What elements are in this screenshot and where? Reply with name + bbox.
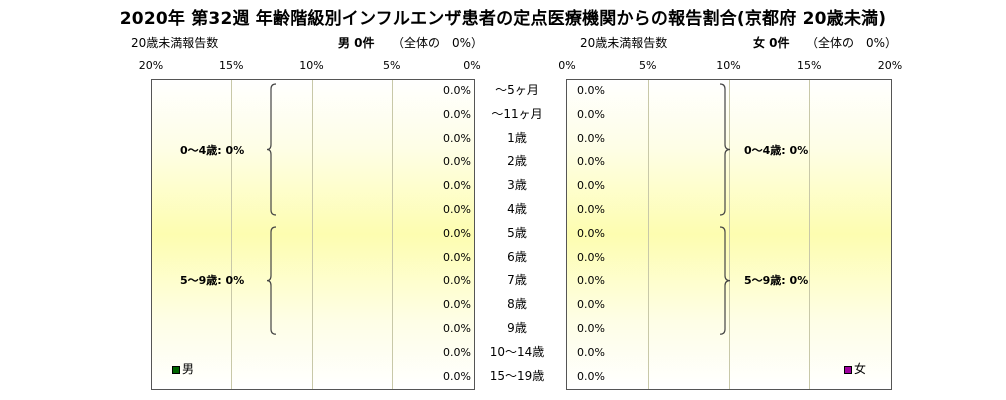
male-gridline	[311, 80, 313, 389]
female-plot-area: 0.0% 0.0% 0.0% 0.0% 0.0% 0.0% 0.0% 0.0% 0.0% 0.0%…	[566, 79, 892, 390]
female-value-label: 0.0%	[577, 226, 605, 240]
male-value-label: 0.0%	[443, 250, 471, 264]
female-value-label: 0.0%	[577, 250, 605, 264]
age-category-label: 9歳	[507, 321, 527, 335]
age-category-label: 1歳	[507, 130, 527, 145]
female-value-label: 0.0%	[577, 179, 605, 193]
male-value-label: 0.0%	[443, 322, 471, 335]
age-category-label: 15～19歳	[489, 368, 545, 383]
age-category-label: 2歳	[507, 154, 527, 169]
male-header-main: 男 0件	[338, 36, 375, 50]
female-tick-label: 15%	[797, 59, 822, 72]
female-group-brace	[719, 226, 731, 335]
female-gridline	[728, 80, 730, 389]
male-legend: 男	[172, 360, 194, 377]
age-category-label: 3歳	[507, 178, 527, 193]
male-header-left: 20歳未満報告数	[131, 36, 219, 50]
female-value-label: 0.0%	[577, 345, 605, 359]
male-group-label: 5～9歳: 0%	[180, 274, 245, 288]
male-group-brace	[266, 226, 277, 335]
female-header-sub: （全体の 0%）	[806, 36, 898, 50]
female-group-label: 0～4歳: 0%	[744, 143, 809, 157]
female-group-brace	[719, 83, 731, 216]
male-value-label: 0.0%	[443, 131, 471, 145]
female-legend: 女	[844, 360, 866, 377]
female-value-label: 0.0%	[577, 369, 605, 383]
female-value-label: 0.0%	[577, 155, 605, 169]
male-value-label: 0.0%	[443, 107, 471, 121]
male-value-label: 0.0%	[443, 84, 471, 97]
female-header-left: 20歳未満報告数	[580, 36, 668, 50]
male-gridline	[231, 80, 233, 389]
female-value-label: 0.0%	[577, 203, 605, 216]
male-group-label: 0～4歳: 0%	[180, 143, 245, 157]
female-value-label: 0.0%	[577, 274, 605, 288]
male-value-label: 0.0%	[443, 179, 471, 193]
chart-title: 2020年 第32週 年齢階級別インフルエンザ患者の定点医療機関からの報告割合(…	[119, 9, 887, 29]
female-gridline	[809, 80, 811, 389]
male-value-label: 0.0%	[443, 345, 471, 359]
female-value-label: 0.0%	[577, 298, 605, 312]
male-header-sub: （全体の 0%）	[392, 36, 484, 50]
age-category-label: 6歳	[507, 249, 527, 264]
age-category-label: 5歳	[507, 225, 527, 240]
female-gridline	[647, 80, 649, 389]
female-tick-label: 20%	[877, 59, 903, 72]
age-category-label: 10～14歳	[489, 344, 545, 359]
male-value-label: 0.0%	[443, 226, 471, 240]
female-value-label: 0.0%	[577, 131, 605, 145]
male-plot-area: 0.0% 0.0% 0.0% 0.0% 0.0% 0.0% 0.0% 0.0% 0.0% 0.0%…	[151, 79, 475, 390]
male-value-label: 0.0%	[443, 298, 471, 312]
male-group-brace	[266, 83, 277, 216]
age-category-label: 8歳	[507, 297, 527, 312]
male-tick-label: 0%	[463, 59, 481, 72]
male-tick-label: 15%	[219, 59, 244, 72]
female-value-label: 0.0%	[577, 84, 605, 97]
female-legend-swatch	[844, 365, 852, 374]
male-legend-swatch	[172, 365, 180, 374]
male-value-label: 0.0%	[443, 274, 471, 288]
male-tick-label: 5%	[383, 59, 401, 72]
female-group-label: 5～9歳: 0%	[744, 274, 809, 288]
female-header-main: 女 0件	[753, 36, 790, 50]
age-category-label: 7歳	[507, 273, 527, 288]
male-tick-label: 10%	[299, 59, 324, 72]
age-category-label: ～11ヶ月	[491, 106, 543, 121]
male-value-label: 0.0%	[443, 155, 471, 169]
age-category-label: ～5ヶ月	[495, 83, 539, 97]
male-value-label: 0.0%	[443, 369, 471, 383]
age-category-label: 4歳	[507, 202, 527, 216]
female-tick-label: 0%	[558, 59, 576, 72]
female-tick-label: 5%	[639, 59, 657, 72]
female-value-label: 0.0%	[577, 107, 605, 121]
female-value-label: 0.0%	[577, 322, 605, 335]
male-legend-text: 男	[182, 362, 195, 376]
female-legend-text: 女	[854, 362, 867, 376]
male-value-label: 0.0%	[443, 203, 471, 216]
male-tick-label: 20%	[138, 59, 164, 72]
male-gridline	[391, 80, 393, 389]
female-tick-label: 10%	[716, 59, 741, 72]
